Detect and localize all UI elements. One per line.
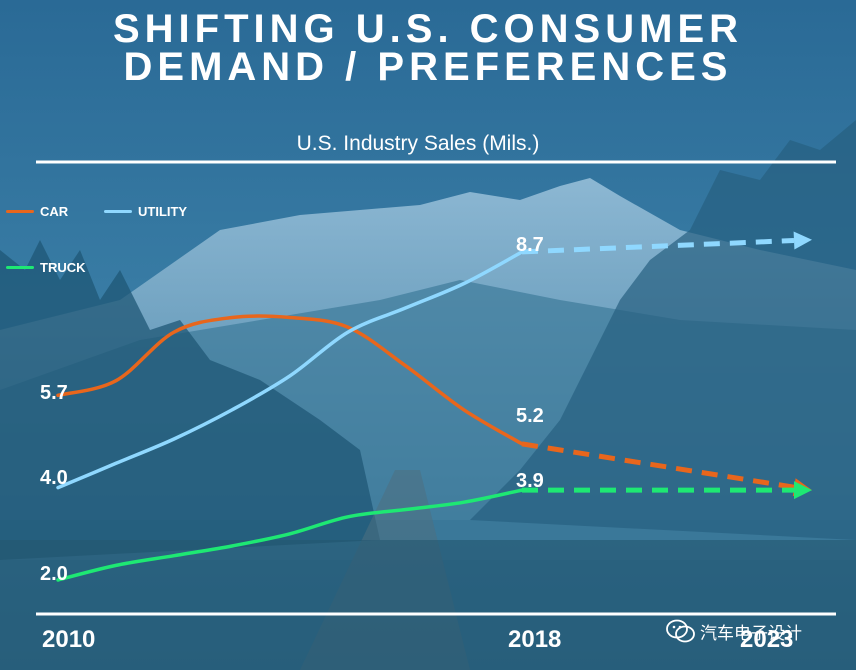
legend-label-truck: TRUCK <box>40 260 86 275</box>
legend-item-car: CAR <box>6 204 68 219</box>
forecast-line-utility <box>521 238 795 255</box>
data-label-utility-2010: 4.0 <box>40 467 68 489</box>
legend-item-truck: TRUCK <box>6 260 86 275</box>
watermark: 汽车电子设计 <box>666 618 802 644</box>
legend-item-utility: UTILITY <box>104 204 187 219</box>
data-label-truck-2010: 2.0 <box>40 563 68 585</box>
legend-swatch-utility <box>104 210 132 213</box>
wechat-icon <box>666 619 695 643</box>
forest-left <box>0 240 380 560</box>
data-label-truck-2018: 3.9 <box>516 470 544 492</box>
data-label-car-2018: 5.2 <box>516 405 544 427</box>
series-line-truck <box>56 488 524 582</box>
watermark-text: 汽车电子设计 <box>700 623 802 643</box>
legend-swatch-car <box>6 210 34 213</box>
series-line-utility <box>56 250 524 490</box>
legend-label-car: CAR <box>40 204 69 219</box>
data-label-utility-2018: 8.7 <box>516 234 544 256</box>
title-line-1: SHIFTING U.S. CONSUMER <box>112 7 744 51</box>
legend-label-utility: UTILITY <box>138 204 188 219</box>
chart-title: U.S. Industry Sales (Mils.) <box>296 132 540 155</box>
forecast-arrow-truck <box>794 481 812 500</box>
data-label-car-2010: 5.7 <box>40 382 68 404</box>
x-tick-label-2018: 2018 <box>508 626 562 653</box>
x-tick-label-2010: 2010 <box>42 626 96 653</box>
forecast-arrow-utility <box>793 231 812 250</box>
legend-swatch-truck <box>6 266 34 269</box>
x-tick-label-2023: 2023 <box>740 626 794 653</box>
forest-right <box>470 120 856 540</box>
series-line-car <box>56 314 524 446</box>
title-line-2: DEMAND / PREFERENCES <box>123 45 733 89</box>
forecast-line-car <box>521 441 795 490</box>
